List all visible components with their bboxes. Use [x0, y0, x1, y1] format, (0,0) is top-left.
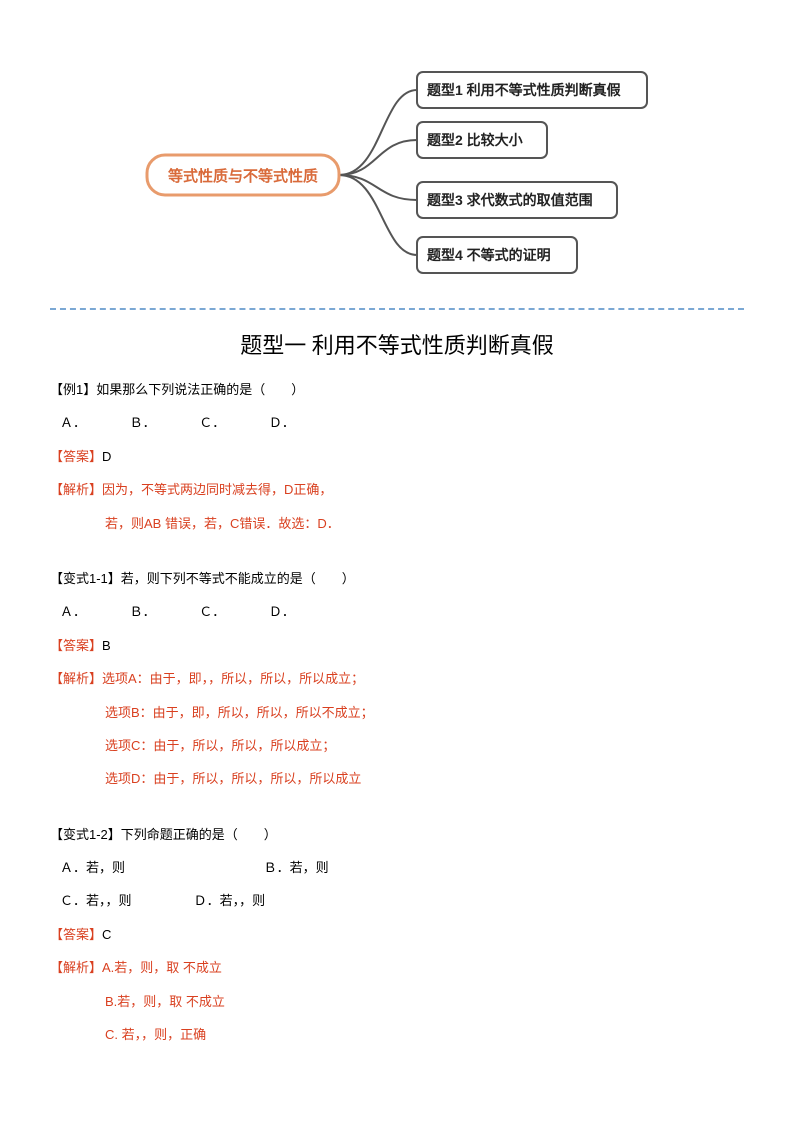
options-row: Ａ．若，则 Ｂ．若，则 — [50, 856, 744, 879]
option-d: Ｄ． — [269, 411, 295, 434]
answer-value: D — [102, 449, 111, 464]
analysis-line: 【解析】因为，不等式两边同时减去得，D正确， — [50, 478, 744, 501]
options-row: Ａ． Ｂ． Ｃ． Ｄ． — [50, 411, 744, 434]
option-c: Ｃ． — [199, 411, 225, 434]
section-title: 题型一 利用不等式性质判断真假 — [50, 328, 744, 360]
option-a: Ａ． — [60, 411, 86, 434]
analysis-line: C. 若，，则，正确 — [50, 1023, 744, 1046]
answer-label: 【答案】 — [50, 638, 102, 653]
concept-diagram: 等式性质与不等式性质 题型1 利用不等式性质判断真假 题型2 比较大小 题型3 … — [50, 60, 744, 300]
answer-value: B — [102, 638, 111, 653]
option-b: Ｂ． — [130, 600, 156, 623]
analysis-label: 【解析】 — [50, 671, 102, 686]
option-a: Ａ．若，则 — [60, 856, 260, 879]
options-row: Ｃ．若，，则 Ｄ．若，，则 — [50, 889, 744, 912]
analysis-line: 若，则AB 错误，若，C错误．故选：D． — [50, 512, 744, 535]
analysis-text: A.若，则，取 不成立 — [102, 960, 222, 975]
answer-line: 【答案】C — [50, 923, 744, 946]
subtopic-label: 题型2 比较大小 — [427, 132, 523, 148]
root-node-label: 等式性质与不等式性质 — [168, 167, 318, 185]
analysis-line: 选项B：由于，即，所以，所以，所以不成立； — [50, 701, 744, 724]
diagram-edge — [339, 140, 417, 175]
analysis-line: 【解析】选项A：由于，即，，所以，所以，所以成立； — [50, 667, 744, 690]
analysis-line: B.若，则，取 不成立 — [50, 990, 744, 1013]
analysis-line: 【解析】A.若，则，取 不成立 — [50, 956, 744, 979]
answer-label: 【答案】 — [50, 449, 102, 464]
analysis-text: 因为，不等式两边同时减去得，D正确， — [102, 482, 332, 497]
option-c: Ｃ．若，，则 — [60, 889, 190, 912]
options-row: Ａ． Ｂ． Ｃ． Ｄ． — [50, 600, 744, 623]
analysis-line: 选项C：由于，所以，所以，所以成立； — [50, 734, 744, 757]
answer-line: 【答案】D — [50, 445, 744, 468]
diagram-edge — [339, 90, 417, 175]
diagram-svg: 等式性质与不等式性质 题型1 利用不等式性质判断真假 题型2 比较大小 题型3 … — [137, 60, 657, 290]
option-c: Ｃ． — [199, 600, 225, 623]
option-a: Ａ． — [60, 600, 86, 623]
option-d: Ｄ．若，，则 — [194, 889, 266, 912]
section-divider — [50, 308, 744, 310]
answer-value: C — [102, 927, 111, 942]
question-prompt: 【变式1-2】下列命题正确的是（ ） — [50, 823, 744, 846]
analysis-label: 【解析】 — [50, 960, 102, 975]
analysis-label: 【解析】 — [50, 482, 102, 497]
subtopic-label: 题型1 利用不等式性质判断真假 — [427, 82, 622, 98]
option-b: Ｂ．若，则 — [264, 856, 329, 879]
answer-line: 【答案】B — [50, 634, 744, 657]
option-d: Ｄ． — [269, 600, 295, 623]
diagram-edge — [339, 175, 417, 200]
analysis-line: 选项D：由于，所以，所以，所以，所以成立 — [50, 767, 744, 790]
question-prompt: 【变式1-1】若，则下列不等式不能成立的是（ ） — [50, 567, 744, 590]
question-prompt: 【例1】如果那么下列说法正确的是（ ） — [50, 378, 744, 401]
subtopic-label: 题型3 求代数式的取值范围 — [427, 192, 593, 208]
subtopic-label: 题型4 不等式的证明 — [427, 247, 551, 263]
answer-label: 【答案】 — [50, 927, 102, 942]
option-b: Ｂ． — [130, 411, 156, 434]
analysis-text: 选项A：由于，即，，所以，所以，所以成立； — [102, 671, 364, 686]
